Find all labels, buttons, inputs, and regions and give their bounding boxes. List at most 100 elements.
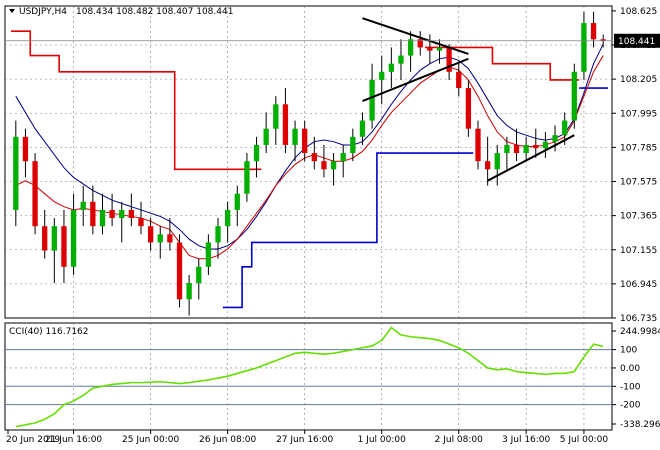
candle-body [70,209,77,267]
candle-body [13,136,19,210]
candle-body [42,226,48,251]
current-price-label: 108.441 [618,37,655,47]
trailing-stop-upper [11,30,580,171]
candle-body [475,128,481,162]
cci-tick-label: 100 [620,346,637,356]
candle-body [427,47,433,51]
price-tick-label: 108.205 [620,75,657,85]
collapse-triangle-icon[interactable] [9,9,15,13]
candle-body [109,209,115,219]
trailing-stop-lower [222,87,608,309]
moving-average-slow [15,43,604,250]
candle-body [90,201,96,227]
candle-body [273,104,279,129]
candle-body [359,120,366,137]
candle-body [263,128,269,145]
candle-body [533,144,539,149]
candle-body [542,141,549,149]
candle-body [350,136,356,154]
candle-body [22,136,29,162]
candle-body [321,161,327,170]
candle-body [128,209,135,219]
candle-body [456,71,462,89]
cci-panel-frame [4,322,613,431]
candle-body [80,201,86,210]
candle-body [51,226,57,251]
cci-label: CCI(40) 116.7162 [9,327,89,337]
candle-body [407,39,414,56]
candle-body [436,47,443,51]
candle-body [225,209,231,227]
candle-body [167,234,173,243]
candle-body [302,128,308,154]
current-price-tag [614,33,660,48]
symbol-label: USDJPY,H4 [19,7,67,17]
time-tick-label: 27 Jun 16:00 [276,435,333,445]
trendline [487,134,575,182]
time-tick-label: 5 Jul 00:00 [560,435,609,445]
time-tick-label: 3 Jul 16:00 [502,435,551,445]
candle-body [330,161,337,170]
cci-line [15,326,604,428]
candle-body [523,144,529,154]
price-tick-label: 106.945 [620,280,657,290]
candle-body [581,23,587,72]
candle-body [446,47,452,72]
candle-body [196,266,202,284]
time-tick-label: 21 Jun 16:00 [45,435,102,445]
candle-body [61,226,67,267]
time-tick-label: 26 Jun 08:00 [199,435,256,445]
price-tick-label: 107.365 [620,212,657,222]
candle-body [311,153,317,162]
price-panel-frame [4,5,613,319]
time-tick-label: 2 Jul 08:00 [435,435,484,445]
time-tick-label: 25 Jun 00:00 [122,435,179,445]
candle-body [494,153,500,170]
candle-body [244,161,250,194]
candle-body [379,71,385,80]
candle-body [253,144,260,162]
cci-tick-label: -200 [620,401,641,411]
candle-body [138,218,144,227]
trendline [362,57,469,102]
ohlc-label: 108.434 108.482 108.407 108.441 [76,7,233,17]
candle-body [99,209,106,227]
time-tick-label: 1 Jul 00:00 [358,435,407,445]
candle-body [600,39,606,41]
candle-body [186,283,192,300]
candle-body [465,88,472,129]
candle-body [340,153,346,162]
price-tick-label: 108.625 [620,7,657,17]
cci-tick-label: 0.00 [620,364,640,374]
candle-body [282,104,289,145]
candle-body [157,234,163,243]
candle-body [504,144,510,154]
price-tick-label: 107.995 [620,109,657,119]
candle-body [32,161,38,227]
candle-body [417,39,423,48]
candle-body [205,242,212,267]
price-tick-label: 107.785 [620,143,657,153]
candle-body [215,226,221,243]
price-tick-label: 106.735 [620,314,657,324]
candle-body [571,71,577,121]
candle-body [147,226,154,243]
candle-body [369,79,375,121]
candle-body [562,120,568,136]
candle-body [292,128,298,145]
candle-body [119,209,125,219]
candle-body [234,193,240,210]
candle-body [388,63,394,72]
candle-body [513,144,520,154]
candle-body [176,242,183,300]
candle-body [398,55,404,64]
cci-tick-label: 244.9984 [620,327,660,337]
price-tick-label: 107.155 [620,246,657,256]
candle-body [484,161,491,170]
candle-body [552,135,558,142]
price-tick-label: 107.575 [620,178,657,188]
time-tick-label: 20 Jun 2019 [6,435,60,445]
cci-tick-label: -338.2969 [620,420,660,430]
